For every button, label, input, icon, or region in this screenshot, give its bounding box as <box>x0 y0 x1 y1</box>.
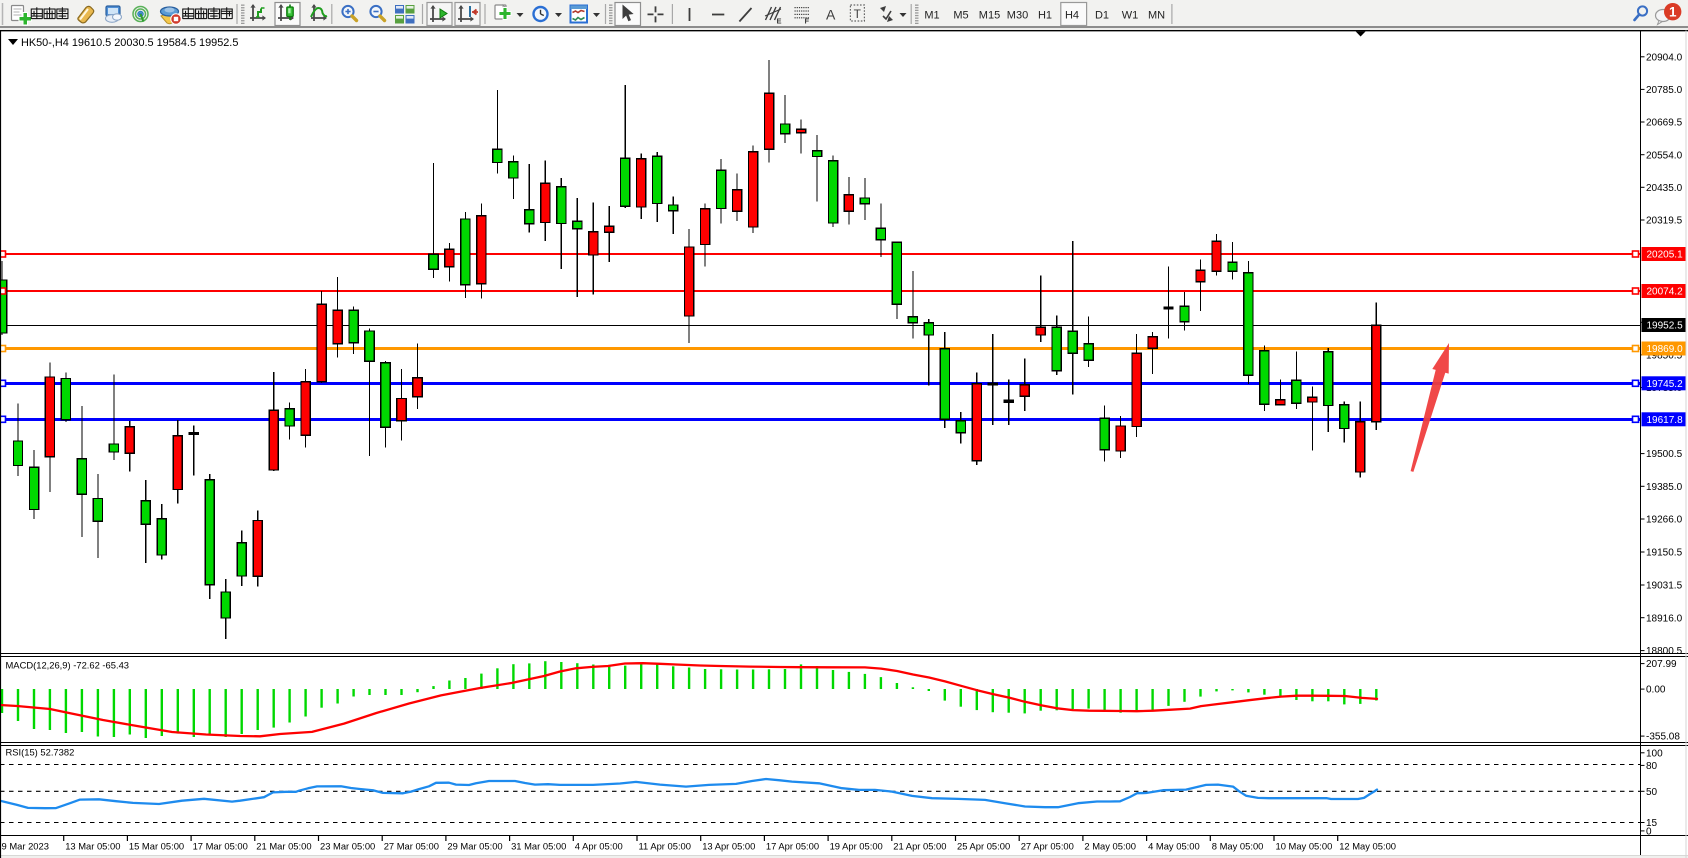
svg-text:19500.5: 19500.5 <box>1646 449 1683 460</box>
svg-text:100: 100 <box>1646 748 1663 759</box>
svg-text:17 Mar 05:00: 17 Mar 05:00 <box>193 841 248 852</box>
svg-text:50: 50 <box>1646 787 1658 798</box>
svg-text:E: E <box>777 17 782 26</box>
svg-text:4 Apr 05:00: 4 Apr 05:00 <box>575 841 623 852</box>
svg-text:19031.5: 19031.5 <box>1646 581 1683 592</box>
svg-text:RSI(15) 52.7382: RSI(15) 52.7382 <box>6 747 75 758</box>
svg-text:19869.0: 19869.0 <box>1647 344 1684 355</box>
svg-text:10 May 05:00: 10 May 05:00 <box>1276 841 1333 852</box>
svg-text:20435.0: 20435.0 <box>1646 183 1683 194</box>
svg-text:4 May 05:00: 4 May 05:00 <box>1148 841 1200 852</box>
svg-text:H1: H1 <box>1038 10 1052 22</box>
svg-text:HK50-,H4 19610.5 20030.5 1958: HK50-,H4 19610.5 20030.5 19584.5 19952.5 <box>21 37 238 49</box>
svg-text:19385.0: 19385.0 <box>1646 482 1683 493</box>
svg-text:11 Apr 05:00: 11 Apr 05:00 <box>639 841 691 852</box>
svg-text:15 Mar 05:00: 15 Mar 05:00 <box>129 841 184 852</box>
svg-text:20074.2: 20074.2 <box>1647 287 1684 298</box>
svg-text:27 Mar 05:00: 27 Mar 05:00 <box>384 841 439 852</box>
svg-text:8 May 05:00: 8 May 05:00 <box>1212 841 1264 852</box>
svg-text:MACD(12,26,9) -72.62 -65.43: MACD(12,26,9) -72.62 -65.43 <box>6 660 130 671</box>
svg-text:19 Apr 05:00: 19 Apr 05:00 <box>830 841 883 852</box>
svg-text:19266.0: 19266.0 <box>1646 515 1683 526</box>
svg-text:13 Mar 05:00: 13 Mar 05:00 <box>65 841 120 852</box>
svg-text:2 May 05:00: 2 May 05:00 <box>1084 841 1136 852</box>
svg-text:MN: MN <box>1148 10 1165 22</box>
svg-text:0: 0 <box>1646 827 1652 838</box>
svg-text:15: 15 <box>1646 818 1658 829</box>
svg-text:W1: W1 <box>1122 10 1139 22</box>
svg-text:12 May 05:00: 12 May 05:00 <box>1339 841 1396 852</box>
svg-text:19150.5: 19150.5 <box>1646 548 1683 559</box>
svg-text:H4: H4 <box>1065 10 1079 22</box>
svg-text:A: A <box>826 7 836 23</box>
svg-text:23 Mar 05:00: 23 Mar 05:00 <box>320 841 375 852</box>
svg-text:21 Apr 05:00: 21 Apr 05:00 <box>893 841 946 852</box>
svg-text:0.00: 0.00 <box>1646 685 1666 696</box>
svg-text:19952.5: 19952.5 <box>1647 321 1684 332</box>
svg-text:18916.0: 18916.0 <box>1646 613 1683 624</box>
svg-text:20785.0: 20785.0 <box>1646 85 1683 96</box>
svg-text:18800.5: 18800.5 <box>1646 646 1683 657</box>
svg-text:1: 1 <box>1669 4 1677 19</box>
svg-text:20319.5: 20319.5 <box>1646 216 1683 227</box>
svg-text:M5: M5 <box>953 10 968 22</box>
svg-text:D1: D1 <box>1095 10 1109 22</box>
svg-text:20904.0: 20904.0 <box>1646 52 1683 63</box>
svg-text:31 Mar 05:00: 31 Mar 05:00 <box>511 841 566 852</box>
svg-text:21 Mar 05:00: 21 Mar 05:00 <box>256 841 311 852</box>
svg-text:80: 80 <box>1646 761 1658 772</box>
svg-text:20669.5: 20669.5 <box>1646 118 1683 129</box>
svg-text:29 Mar 05:00: 29 Mar 05:00 <box>447 841 502 852</box>
svg-text:17 Apr 05:00: 17 Apr 05:00 <box>766 841 819 852</box>
svg-text:T: T <box>854 7 862 21</box>
svg-text:25 Apr 05:00: 25 Apr 05:00 <box>957 841 1010 852</box>
svg-text:-355.08: -355.08 <box>1646 732 1680 743</box>
svg-text:M15: M15 <box>979 10 1000 22</box>
svg-text:207.99: 207.99 <box>1646 659 1677 670</box>
svg-text:9 Mar 2023: 9 Mar 2023 <box>2 841 49 852</box>
svg-text:20205.1: 20205.1 <box>1647 250 1684 261</box>
svg-text:27 Apr 05:00: 27 Apr 05:00 <box>1021 841 1074 852</box>
svg-text:F: F <box>805 17 810 26</box>
svg-text:13 Apr 05:00: 13 Apr 05:00 <box>702 841 755 852</box>
svg-text:M30: M30 <box>1007 10 1028 22</box>
svg-text:M1: M1 <box>924 10 939 22</box>
svg-text:19745.2: 19745.2 <box>1647 379 1684 390</box>
svg-text:20554.0: 20554.0 <box>1646 150 1683 161</box>
svg-text:19850.5: 19850.5 <box>1646 351 1683 362</box>
svg-text:19617.8: 19617.8 <box>1647 415 1684 426</box>
